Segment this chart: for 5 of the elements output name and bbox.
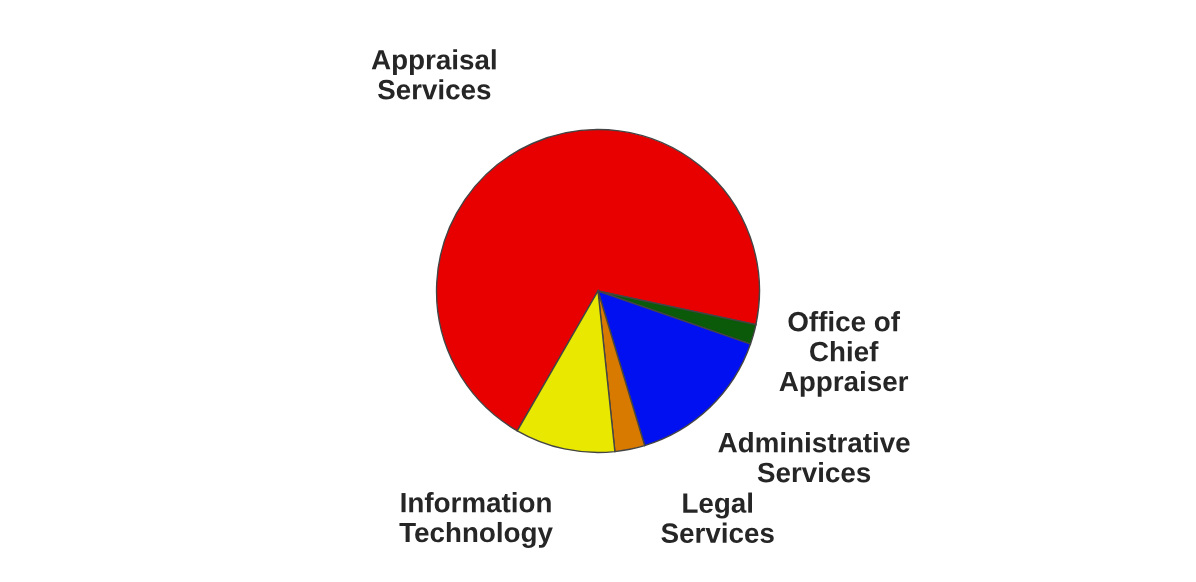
slice-label: Administrative Services <box>718 432 910 483</box>
slice-label: Appraisal Services <box>371 49 496 100</box>
slice-label: Office of Chief Appraiser <box>779 311 909 397</box>
slice-label: Legal Services <box>661 492 774 543</box>
slice-label: Information Technology <box>399 492 553 548</box>
